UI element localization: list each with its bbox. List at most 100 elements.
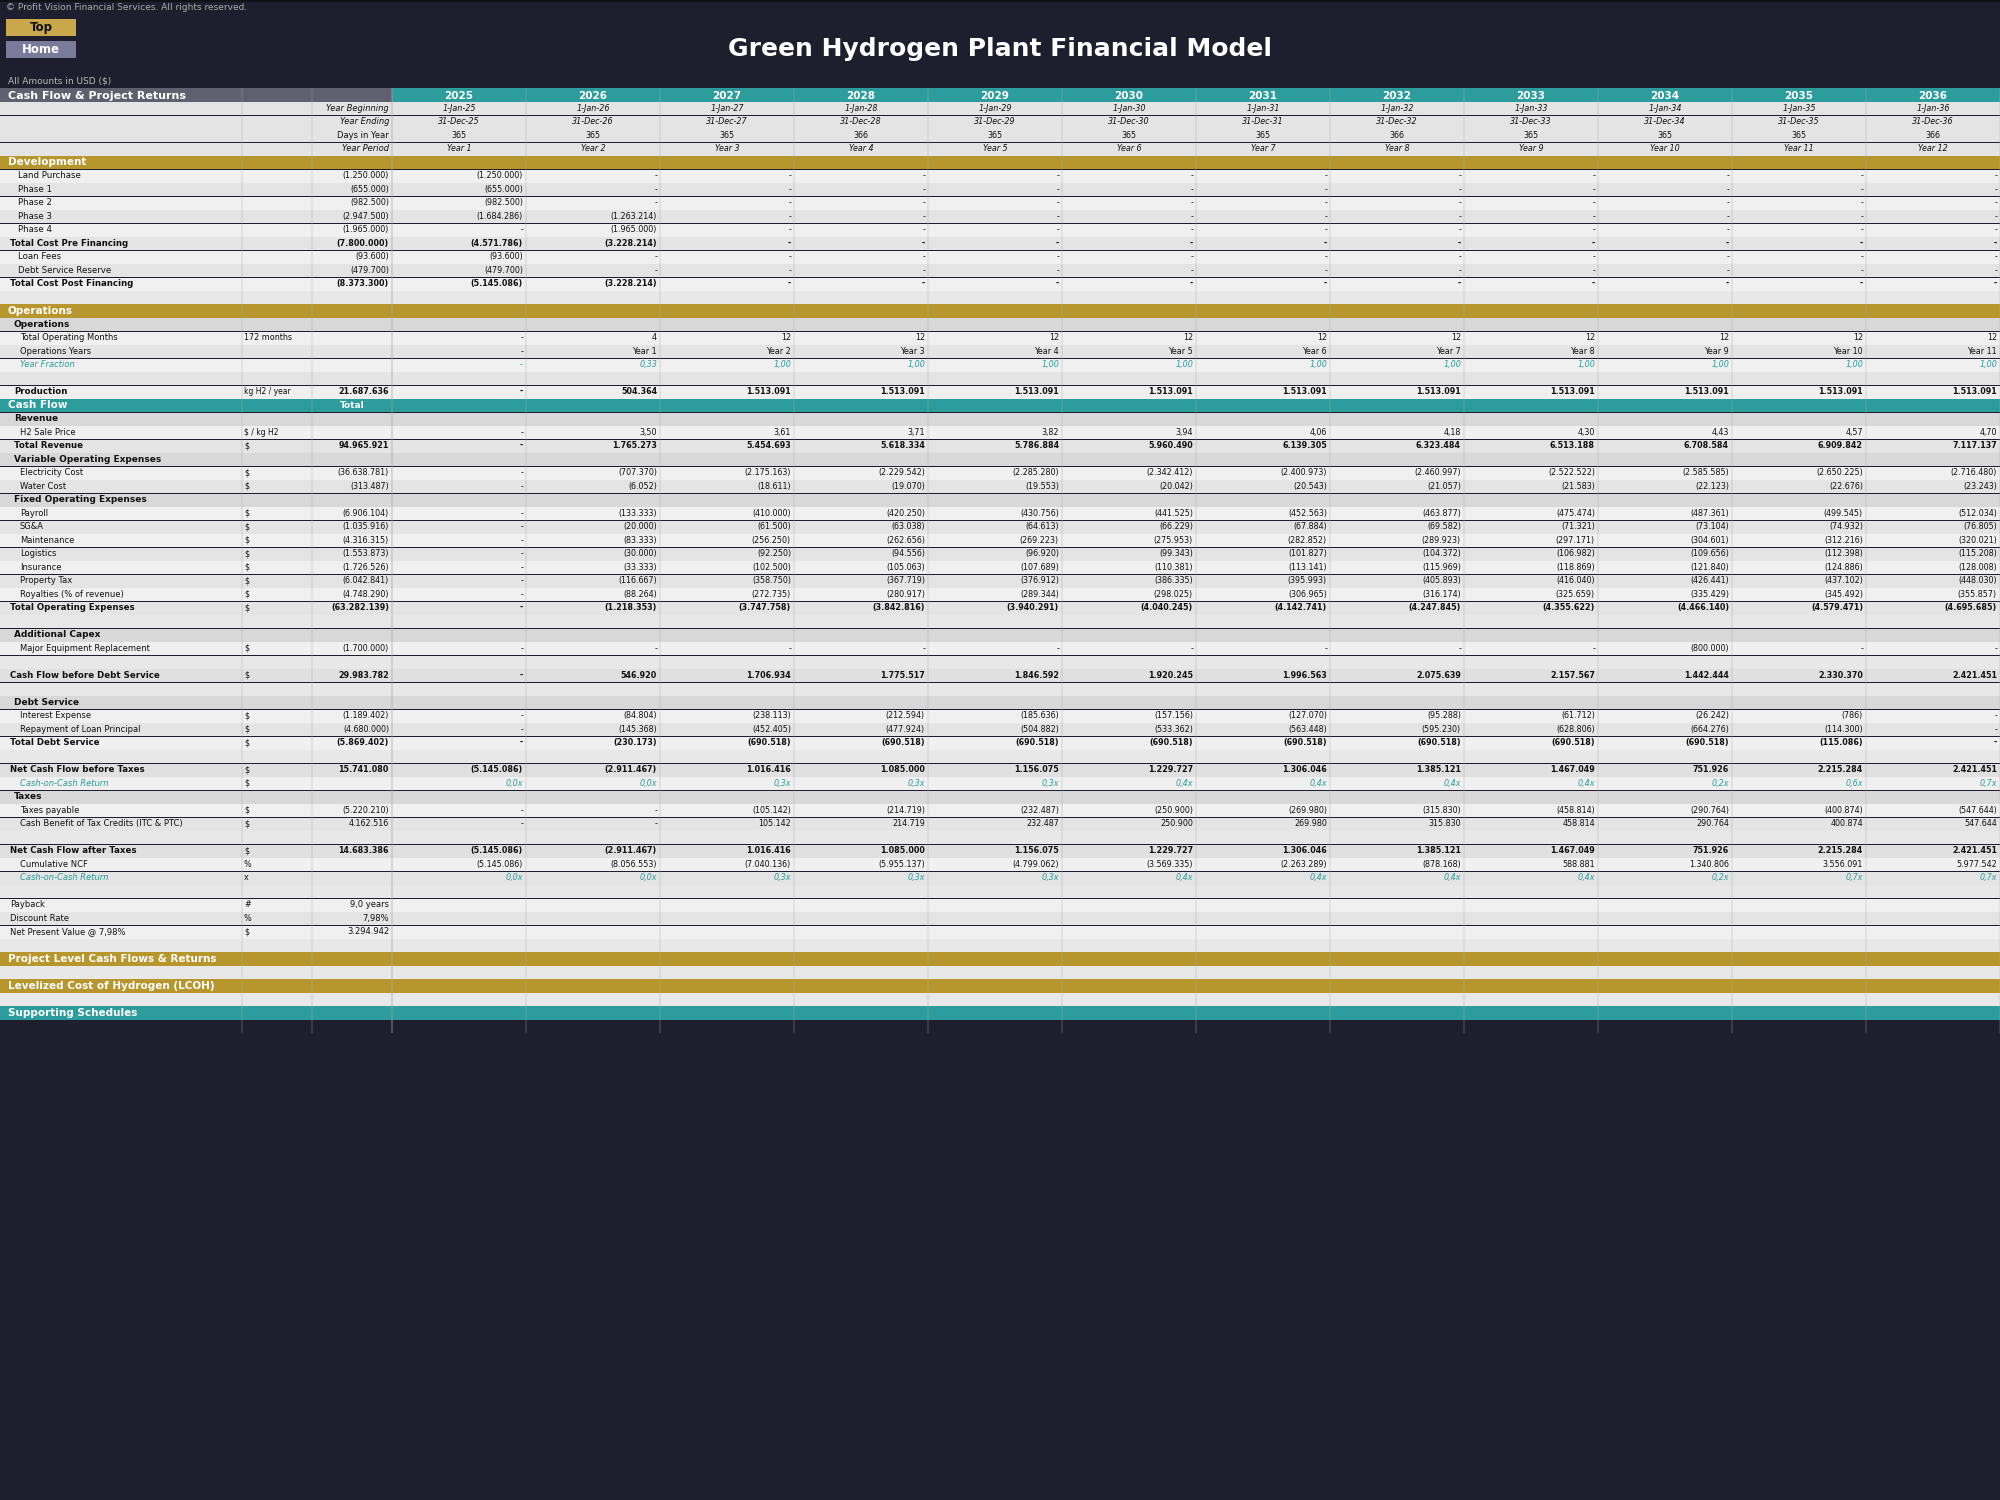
Text: 3,82: 3,82 (1042, 427, 1060, 436)
Text: (5.145.086): (5.145.086) (470, 765, 524, 774)
Text: (4.571.786): (4.571.786) (470, 238, 524, 248)
Text: (128.008): (128.008) (1958, 562, 1996, 572)
Bar (0, 399, 392, 412)
Text: (2.585.585): (2.585.585) (1682, 468, 1728, 477)
Text: 2032: 2032 (1382, 92, 1412, 100)
Text: 1.513.091: 1.513.091 (1550, 387, 1596, 396)
Text: -: - (1994, 738, 1996, 747)
Text: (376.912): (376.912) (1020, 576, 1060, 585)
Text: (3.228.214): (3.228.214) (604, 279, 656, 288)
Text: Year 11: Year 11 (1784, 144, 1814, 153)
Text: (5.145.086): (5.145.086) (470, 279, 524, 288)
Text: 0,0x: 0,0x (506, 778, 524, 788)
Text: 1,00: 1,00 (908, 360, 924, 369)
Text: -: - (1592, 279, 1596, 288)
Text: (30.000): (30.000) (624, 549, 656, 558)
Text: (230.173): (230.173) (614, 738, 656, 747)
Text: (290.764): (290.764) (1690, 806, 1728, 814)
Text: (2.522.522): (2.522.522) (1548, 468, 1596, 477)
Text: Net Cash Flow before Taxes: Net Cash Flow before Taxes (10, 765, 144, 774)
Text: 0,7x: 0,7x (1846, 873, 1864, 882)
Text: $: $ (244, 846, 248, 855)
Text: 1.467.049: 1.467.049 (1550, 765, 1596, 774)
Text: (6.052): (6.052) (628, 482, 656, 490)
Bar (0, 413, 2000, 426)
Text: Year 10: Year 10 (1834, 346, 1864, 355)
Text: Total: Total (340, 400, 364, 410)
Text: 1.513.091: 1.513.091 (746, 387, 792, 396)
Text: -: - (520, 441, 524, 450)
Text: (114.300): (114.300) (1824, 724, 1864, 734)
Text: 1.385.121: 1.385.121 (1416, 765, 1460, 774)
Text: (595.230): (595.230) (1422, 724, 1460, 734)
Text: (20.000): (20.000) (624, 522, 656, 531)
Bar (0, 278, 2000, 291)
Text: 0,3x: 0,3x (1042, 873, 1060, 882)
Text: (112.398): (112.398) (1824, 549, 1864, 558)
Text: $: $ (244, 576, 248, 585)
Text: 31-Dec-34: 31-Dec-34 (1644, 117, 1686, 126)
Text: (22.676): (22.676) (1828, 482, 1864, 490)
Text: (358.750): (358.750) (752, 576, 792, 585)
Text: Operations: Operations (8, 306, 72, 316)
Text: -: - (1056, 225, 1060, 234)
Bar (392, 88, 526, 104)
Text: Year 9: Year 9 (1518, 144, 1544, 153)
Text: -: - (1994, 198, 1996, 207)
Text: (4.466.140): (4.466.140) (1676, 603, 1728, 612)
Text: (3.747.758): (3.747.758) (738, 603, 792, 612)
Text: -: - (520, 711, 524, 720)
Text: (105.063): (105.063) (886, 562, 924, 572)
Bar (0, 304, 2000, 318)
Text: (1.218.353): (1.218.353) (604, 603, 656, 612)
Text: 1,00: 1,00 (1980, 360, 1996, 369)
Bar (1196, 399, 1330, 412)
Text: (101.827): (101.827) (1288, 549, 1328, 558)
Text: -: - (1324, 211, 1328, 220)
Text: (3.940.291): (3.940.291) (1006, 603, 1060, 612)
Text: 31-Dec-26: 31-Dec-26 (572, 117, 614, 126)
Text: 366: 366 (854, 130, 868, 140)
Bar (1732, 399, 1866, 412)
Text: 4: 4 (652, 333, 656, 342)
Text: (3.842.816): (3.842.816) (872, 603, 924, 612)
Text: Supporting Schedules: Supporting Schedules (8, 1008, 138, 1017)
Text: (2.947.500): (2.947.500) (342, 211, 388, 220)
Text: (262.656): (262.656) (886, 536, 924, 544)
Text: (127.070): (127.070) (1288, 711, 1328, 720)
Text: 366: 366 (1926, 130, 1940, 140)
Text: 5.454.693: 5.454.693 (746, 441, 792, 450)
Text: 1.513.091: 1.513.091 (1282, 387, 1328, 396)
Text: -: - (520, 522, 524, 531)
Text: -: - (788, 644, 792, 652)
Text: -: - (1860, 171, 1864, 180)
Text: 12: 12 (1182, 333, 1192, 342)
Text: Taxes payable: Taxes payable (20, 806, 80, 814)
Text: $: $ (244, 644, 248, 652)
Text: (1.700.000): (1.700.000) (342, 644, 388, 652)
Text: (96.920): (96.920) (1024, 549, 1060, 558)
Text: 0,3x: 0,3x (1042, 778, 1060, 788)
Text: (93.600): (93.600) (490, 252, 524, 261)
Text: Home: Home (22, 44, 60, 55)
Text: 365: 365 (720, 130, 734, 140)
Text: (8.373.300): (8.373.300) (336, 279, 388, 288)
Text: 0,4x: 0,4x (1578, 778, 1596, 788)
Text: (99.343): (99.343) (1160, 549, 1192, 558)
Text: (313.487): (313.487) (350, 482, 388, 490)
Text: 12: 12 (1718, 333, 1728, 342)
Text: Levelized Cost of Hydrogen (LCOH): Levelized Cost of Hydrogen (LCOH) (8, 981, 214, 992)
Text: 1-Jan-31: 1-Jan-31 (1246, 104, 1280, 112)
Text: 365: 365 (1256, 130, 1270, 140)
Text: (547.644): (547.644) (1958, 806, 1996, 814)
Text: -: - (1860, 225, 1864, 234)
Text: 2.157.567: 2.157.567 (1550, 670, 1596, 680)
Bar (0, 116, 2000, 129)
Text: -: - (1592, 252, 1596, 261)
Text: (26.242): (26.242) (1696, 711, 1728, 720)
Text: 2036: 2036 (1918, 92, 1948, 100)
Text: 2.421.451: 2.421.451 (1952, 846, 1996, 855)
Text: 3,50: 3,50 (640, 427, 656, 436)
Text: 12: 12 (1048, 333, 1060, 342)
Bar (0, 885, 2000, 898)
